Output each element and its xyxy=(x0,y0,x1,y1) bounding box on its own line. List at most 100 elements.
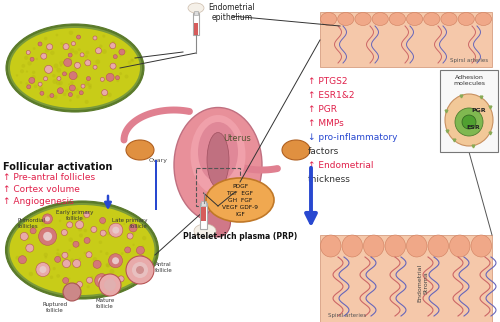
Ellipse shape xyxy=(390,13,406,25)
Circle shape xyxy=(44,65,52,73)
Circle shape xyxy=(92,257,97,261)
Circle shape xyxy=(88,83,92,87)
Circle shape xyxy=(54,63,59,68)
Circle shape xyxy=(78,48,81,51)
Bar xyxy=(194,11,198,15)
Circle shape xyxy=(66,222,72,228)
Circle shape xyxy=(38,82,42,86)
Circle shape xyxy=(42,214,52,224)
Circle shape xyxy=(84,212,90,218)
Circle shape xyxy=(100,250,102,253)
Circle shape xyxy=(76,88,78,91)
Circle shape xyxy=(116,259,121,264)
Circle shape xyxy=(70,81,73,84)
Circle shape xyxy=(96,59,100,64)
Text: Primordial
follicles: Primordial follicles xyxy=(18,218,46,229)
Circle shape xyxy=(91,226,97,232)
Circle shape xyxy=(86,77,90,80)
Circle shape xyxy=(28,223,30,226)
Ellipse shape xyxy=(372,13,388,25)
Circle shape xyxy=(76,242,80,247)
Bar xyxy=(200,203,207,229)
Text: Platelet-rich plasma (PRP): Platelet-rich plasma (PRP) xyxy=(183,232,297,241)
Bar xyxy=(194,23,198,35)
Circle shape xyxy=(142,245,144,248)
Circle shape xyxy=(46,44,52,50)
Circle shape xyxy=(116,79,119,82)
Circle shape xyxy=(114,55,117,59)
Ellipse shape xyxy=(458,13,474,25)
Circle shape xyxy=(106,231,110,235)
Ellipse shape xyxy=(476,13,492,25)
Text: ↓ pro-inflammatory: ↓ pro-inflammatory xyxy=(308,133,398,142)
Text: Early primary
follicle: Early primary follicle xyxy=(56,210,94,221)
Circle shape xyxy=(53,95,58,99)
Circle shape xyxy=(20,69,24,73)
Circle shape xyxy=(41,53,47,59)
Text: factors: factors xyxy=(308,147,339,156)
Circle shape xyxy=(100,96,103,99)
Circle shape xyxy=(71,287,76,291)
Circle shape xyxy=(69,99,71,102)
Circle shape xyxy=(59,220,62,222)
Circle shape xyxy=(132,262,148,278)
Circle shape xyxy=(56,252,59,255)
Circle shape xyxy=(66,73,68,75)
Circle shape xyxy=(68,31,73,35)
Ellipse shape xyxy=(450,235,470,257)
Circle shape xyxy=(84,81,89,86)
Circle shape xyxy=(112,227,119,234)
Circle shape xyxy=(90,276,94,279)
Circle shape xyxy=(93,65,97,69)
Circle shape xyxy=(70,85,75,91)
Circle shape xyxy=(38,42,42,46)
Bar xyxy=(201,207,206,221)
Circle shape xyxy=(80,91,84,95)
Circle shape xyxy=(100,217,105,223)
Ellipse shape xyxy=(462,115,476,129)
Text: ↑ PTGS2: ↑ PTGS2 xyxy=(308,77,348,86)
Circle shape xyxy=(68,92,72,97)
Circle shape xyxy=(84,252,86,254)
Circle shape xyxy=(62,252,68,258)
Circle shape xyxy=(44,235,48,239)
Text: ↑ PGR: ↑ PGR xyxy=(308,105,337,114)
Ellipse shape xyxy=(355,13,371,25)
Circle shape xyxy=(119,49,125,55)
Circle shape xyxy=(50,276,54,279)
Circle shape xyxy=(28,238,30,240)
Circle shape xyxy=(102,90,107,96)
Circle shape xyxy=(110,63,116,69)
Circle shape xyxy=(44,77,48,81)
Circle shape xyxy=(44,253,48,257)
Ellipse shape xyxy=(428,235,448,257)
Ellipse shape xyxy=(424,13,440,25)
Circle shape xyxy=(102,34,106,38)
Circle shape xyxy=(82,215,86,220)
Circle shape xyxy=(68,58,72,62)
Circle shape xyxy=(76,76,78,78)
Ellipse shape xyxy=(8,203,156,297)
Text: ESR: ESR xyxy=(466,125,480,129)
Circle shape xyxy=(128,268,136,276)
Ellipse shape xyxy=(188,3,204,13)
Circle shape xyxy=(76,221,84,229)
Circle shape xyxy=(42,55,44,58)
Circle shape xyxy=(32,75,36,79)
Circle shape xyxy=(62,260,70,268)
Text: Uterus: Uterus xyxy=(223,134,251,143)
Circle shape xyxy=(20,232,28,241)
Text: Antral
follicle: Antral follicle xyxy=(155,262,173,273)
Text: ↑ Pre-antral follicles: ↑ Pre-antral follicles xyxy=(3,173,95,182)
Circle shape xyxy=(106,263,110,267)
Circle shape xyxy=(110,262,114,267)
Bar xyxy=(193,13,199,35)
Circle shape xyxy=(52,267,56,270)
Circle shape xyxy=(64,59,72,67)
Circle shape xyxy=(70,48,74,53)
Circle shape xyxy=(62,230,68,235)
Circle shape xyxy=(116,76,119,80)
Circle shape xyxy=(56,81,60,85)
Circle shape xyxy=(109,223,123,237)
Circle shape xyxy=(68,249,71,251)
